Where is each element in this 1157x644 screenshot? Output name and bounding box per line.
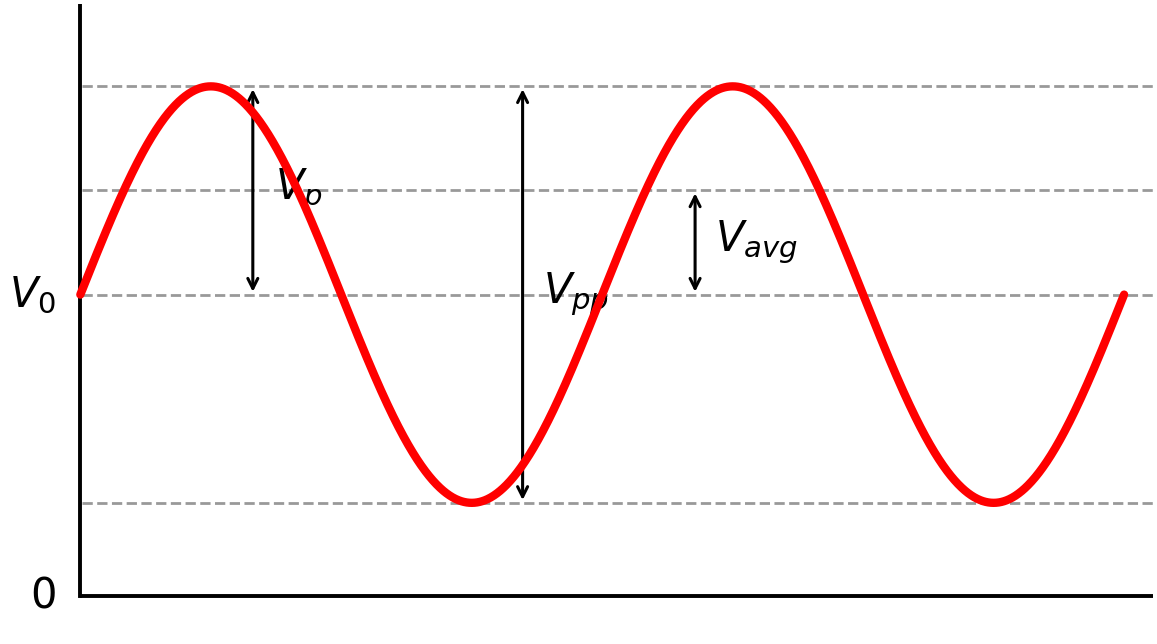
Text: $V_p$: $V_p$ xyxy=(275,167,323,214)
Text: $V_{avg}$: $V_{avg}$ xyxy=(715,219,798,267)
Text: $V_{pp}$: $V_{pp}$ xyxy=(543,270,609,318)
Text: $0$: $0$ xyxy=(30,575,56,617)
Text: $V_0$: $V_0$ xyxy=(9,274,56,316)
